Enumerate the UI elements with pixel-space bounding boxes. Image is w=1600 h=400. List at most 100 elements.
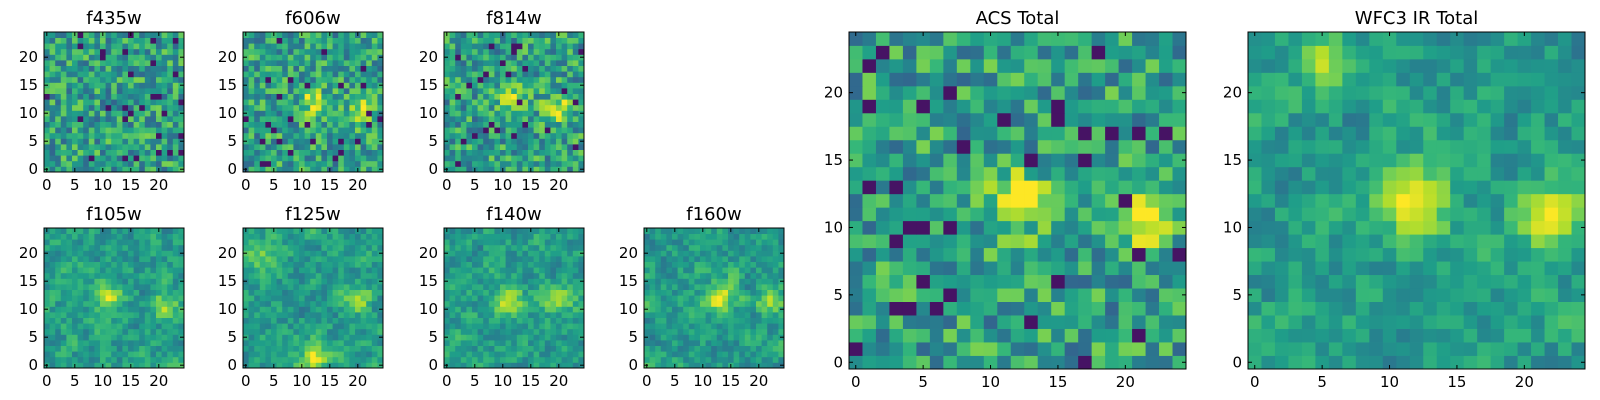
heatmap-cell: [666, 261, 673, 268]
heatmap-cell: [293, 76, 300, 83]
heatmap-cell: [55, 32, 62, 38]
heatmap-cell: [248, 228, 255, 234]
heatmap-cell: [49, 37, 56, 44]
heatmap-cell: [377, 155, 384, 162]
heatmap-cell: [756, 278, 762, 285]
heatmap-cell: [572, 244, 579, 251]
heatmap-cell: [243, 116, 249, 122]
heatmap-cell: [722, 323, 729, 330]
heatmap-cell: [477, 65, 484, 72]
heatmap-cell: [500, 71, 506, 78]
heatmap-cell: [276, 256, 283, 262]
heatmap-cell: [539, 138, 546, 145]
heatmap-cell: [327, 132, 333, 139]
x-tick-label: 15: [521, 372, 540, 390]
heatmap-cell: [139, 323, 146, 330]
heatmap-cell: [943, 342, 958, 356]
heatmap-cell: [315, 317, 322, 324]
heatmap-cell: [94, 256, 101, 262]
heatmap-cell: [254, 76, 261, 83]
heatmap-cell: [60, 289, 67, 296]
heatmap-cell: [44, 317, 50, 324]
heatmap-cell: [178, 32, 185, 38]
heatmap-cell: [72, 317, 78, 324]
heatmap-cell: [772, 250, 779, 257]
heatmap-cell: [128, 144, 134, 150]
heatmap-cell: [355, 48, 361, 55]
heatmap-cell: [778, 300, 785, 307]
heatmap-cell: [862, 328, 877, 343]
heatmap-cell: [271, 340, 277, 346]
heatmap-cell: [500, 272, 506, 279]
heatmap-cell: [139, 351, 146, 358]
heatmap-cell: [122, 256, 129, 262]
heatmap-cell: [343, 149, 350, 156]
heatmap-cell: [500, 244, 506, 251]
heatmap-cell: [287, 351, 294, 358]
heatmap-cell: [83, 166, 90, 173]
heatmap-cell: [511, 110, 518, 117]
heatmap-cell: [60, 166, 67, 173]
heatmap-cell: [156, 345, 162, 352]
heatmap-cell: [500, 93, 506, 100]
heatmap-cell: [567, 149, 574, 156]
heatmap-cell: [156, 267, 162, 274]
heatmap-cell: [572, 99, 579, 106]
heatmap-cell: [282, 278, 289, 285]
heatmap-cell: [494, 166, 501, 173]
heatmap-cell: [528, 104, 534, 111]
heatmap-cell: [299, 306, 305, 313]
heatmap-cell: [522, 166, 529, 173]
heatmap-cell: [705, 256, 712, 262]
heatmap-cell: [533, 138, 540, 145]
heatmap-cell: [66, 60, 73, 66]
heatmap-cell: [321, 351, 328, 358]
heatmap-cell: [500, 149, 506, 156]
heatmap-cell: [522, 312, 529, 318]
heatmap-cell: [248, 317, 255, 324]
heatmap-cell: [299, 48, 305, 55]
heatmap-cell: [567, 71, 574, 78]
heatmap-cell: [983, 220, 998, 235]
heatmap-cell: [711, 233, 718, 240]
heatmap-cell: [644, 261, 650, 268]
heatmap-cell: [94, 160, 101, 167]
heatmap-cell: [539, 76, 546, 83]
heatmap-cell: [660, 328, 667, 335]
heatmap-cell: [304, 155, 311, 162]
heatmap-cell: [511, 71, 518, 78]
heatmap-cell: [116, 93, 123, 100]
heatmap-cell: [282, 116, 289, 122]
heatmap-cell: [1051, 288, 1066, 302]
heatmap-cell: [1159, 234, 1173, 249]
heatmap-cell: [522, 256, 529, 262]
heatmap-cell: [1145, 247, 1160, 262]
y-tick-label: 0: [428, 356, 438, 374]
heatmap-cell: [578, 272, 585, 279]
heatmap-cell: [178, 267, 185, 274]
heatmap-cell: [161, 256, 168, 262]
heatmap-cell: [688, 306, 695, 313]
heatmap-cell: [460, 284, 467, 290]
y-tick-label: 15: [619, 272, 638, 290]
heatmap-cell: [449, 328, 456, 335]
heatmap-cell: [750, 356, 757, 363]
heatmap-cell: [522, 244, 529, 251]
heatmap-cell: [728, 272, 734, 279]
heatmap-cell: [1037, 261, 1052, 276]
heatmap-cell: [259, 71, 266, 78]
heatmap-cell: [349, 289, 356, 296]
heatmap-cell: [556, 334, 562, 341]
heatmap-cell: [355, 121, 361, 128]
heatmap-cell: [248, 272, 255, 279]
heatmap-cell: [472, 272, 478, 279]
heatmap-cell: [271, 244, 277, 251]
heatmap-cell: [133, 149, 140, 156]
heatmap-cell: [161, 160, 168, 167]
heatmap-cell: [929, 207, 944, 222]
heatmap-cell: [761, 250, 768, 257]
heatmap-cell: [483, 43, 490, 50]
heatmap-cell: [1051, 261, 1066, 276]
heatmap-cell: [243, 37, 249, 44]
heatmap-cell: [72, 110, 78, 117]
